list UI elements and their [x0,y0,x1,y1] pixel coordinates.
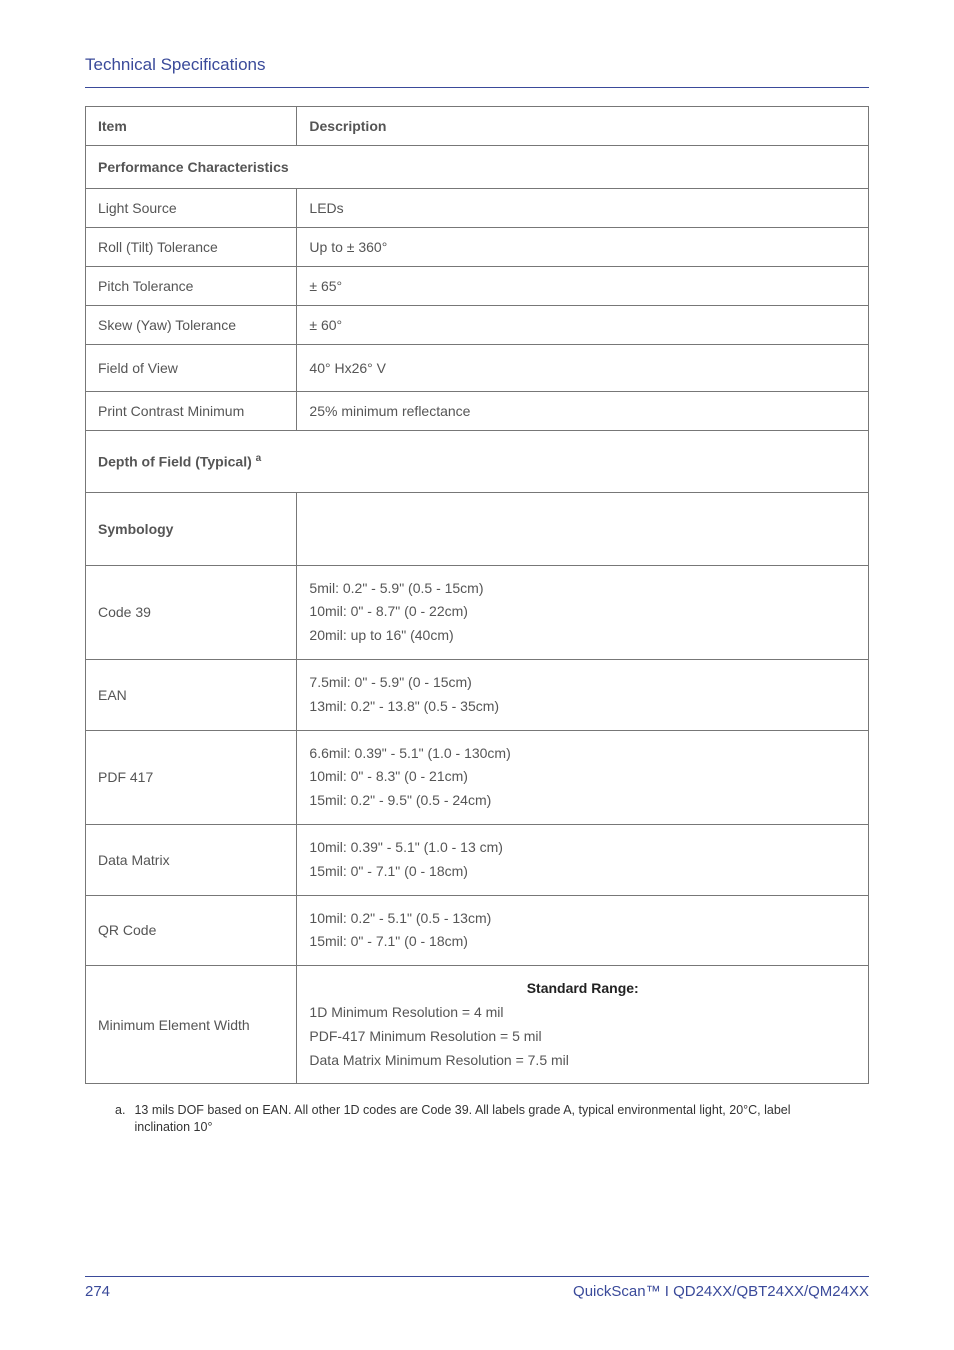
page-number: 274 [85,1283,110,1300]
cell-item: Data Matrix [86,825,297,896]
line: 13mil: 0.2" - 13.8" (0.5 - 35cm) [309,698,499,714]
table-row: Pitch Tolerance ± 65° [86,267,869,306]
cell-desc: ± 65° [297,267,869,306]
cell-item: Light Source [86,189,297,228]
line: 15mil: 0" - 7.1" (0 - 18cm) [309,933,468,949]
section-row-depth: Depth of Field (Typical) a [86,431,869,493]
col-header-description: Description [297,107,869,146]
line: 10mil: 0" - 8.7" (0 - 22cm) [309,603,468,619]
line: 15mil: 0.2" - 9.5" (0.5 - 24cm) [309,792,491,808]
line: 10mil: 0.2" - 5.1" (0.5 - 13cm) [309,910,491,926]
cell-item: Pitch Tolerance [86,267,297,306]
line: 20mil: up to 16" (40cm) [309,627,453,643]
cell-item: PDF 417 [86,730,297,824]
cell-desc: 40° Hx26° V [297,345,869,392]
cell-desc: 5mil: 0.2" - 5.9" (0.5 - 15cm) 10mil: 0"… [297,565,869,659]
table-row: Skew (Yaw) Tolerance ± 60° [86,306,869,345]
page-footer: 274 QuickScan™ I QD24XX/QBT24XX/QM24XX [85,1276,869,1300]
footer-divider [85,1276,869,1277]
table-header-row: Item Description [86,107,869,146]
section-row-performance: Performance Characteristics [86,146,869,189]
spec-table: Item Description Performance Characteris… [85,106,869,1084]
cell-desc: Up to ± 360° [297,228,869,267]
table-row: QR Code 10mil: 0.2" - 5.1" (0.5 - 13cm) … [86,895,869,966]
cell-desc: 6.6mil: 0.39" - 5.1" (1.0 - 130cm) 10mil… [297,730,869,824]
section-performance: Performance Characteristics [86,146,869,189]
table-row: Roll (Tilt) Tolerance Up to ± 360° [86,228,869,267]
table-row: Data Matrix 10mil: 0.39" - 5.1" (1.0 - 1… [86,825,869,896]
cell-desc: 10mil: 0.2" - 5.1" (0.5 - 13cm) 15mil: 0… [297,895,869,966]
cell-item: Roll (Tilt) Tolerance [86,228,297,267]
symbology-blank [297,492,869,565]
line: 7.5mil: 0" - 5.9" (0 - 15cm) [309,674,471,690]
standard-range-title: Standard Range: [309,977,856,1001]
line: 1D Minimum Resolution = 4 mil [309,1004,503,1020]
line: 10mil: 0" - 8.3" (0 - 21cm) [309,768,468,784]
cell-item: QR Code [86,895,297,966]
cell-desc: LEDs [297,189,869,228]
cell-item: Field of View [86,345,297,392]
cell-desc: 25% minimum reflectance [297,392,869,431]
col-header-item: Item [86,107,297,146]
cell-desc: 10mil: 0.39" - 5.1" (1.0 - 13 cm) 15mil:… [297,825,869,896]
cell-item: Skew (Yaw) Tolerance [86,306,297,345]
section-depth-label: Depth of Field (Typical) [98,454,252,470]
section-depth-sup: a [256,453,262,464]
line: 10mil: 0.39" - 5.1" (1.0 - 13 cm) [309,839,503,855]
table-row: Light Source LEDs [86,189,869,228]
footnote-label: a. [115,1102,131,1118]
table-row: Field of View 40° Hx26° V [86,345,869,392]
cell-desc: Standard Range: 1D Minimum Resolution = … [297,966,869,1084]
page-header-title: Technical Specifications [85,55,869,75]
footnote-text: 13 mils DOF based on EAN. All other 1D c… [134,1102,794,1135]
cell-desc: ± 60° [297,306,869,345]
cell-item: EAN [86,660,297,731]
cell-desc: 7.5mil: 0" - 5.9" (0 - 15cm) 13mil: 0.2"… [297,660,869,731]
line: PDF-417 Minimum Resolution = 5 mil [309,1028,541,1044]
table-row: EAN 7.5mil: 0" - 5.9" (0 - 15cm) 13mil: … [86,660,869,731]
line: 15mil: 0" - 7.1" (0 - 18cm) [309,863,468,879]
footnote: a. 13 mils DOF based on EAN. All other 1… [115,1102,815,1135]
line: 5mil: 0.2" - 5.9" (0.5 - 15cm) [309,580,483,596]
table-row: PDF 417 6.6mil: 0.39" - 5.1" (1.0 - 130c… [86,730,869,824]
table-row: Minimum Element Width Standard Range: 1D… [86,966,869,1084]
cell-item: Minimum Element Width [86,966,297,1084]
section-depth: Depth of Field (Typical) a [86,431,869,493]
header-divider [85,87,869,88]
line: 6.6mil: 0.39" - 5.1" (1.0 - 130cm) [309,745,510,761]
cell-item: Print Contrast Minimum [86,392,297,431]
symbology-header-row: Symbology [86,492,869,565]
line: Data Matrix Minimum Resolution = 7.5 mil [309,1052,568,1068]
table-row: Code 39 5mil: 0.2" - 5.9" (0.5 - 15cm) 1… [86,565,869,659]
table-row: Print Contrast Minimum 25% minimum refle… [86,392,869,431]
symbology-label: Symbology [86,492,297,565]
cell-item: Code 39 [86,565,297,659]
document-title: QuickScan™ I QD24XX/QBT24XX/QM24XX [573,1283,869,1300]
